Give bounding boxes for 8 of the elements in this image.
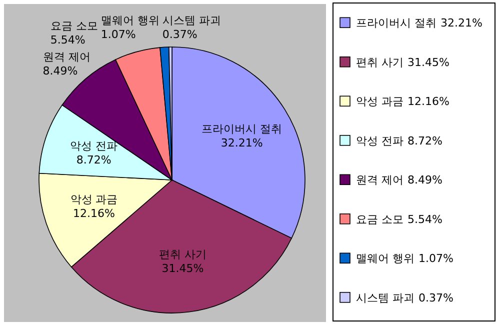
legend-label: 맬웨어 행위 — [356, 252, 414, 266]
legend-label: 편취 사기 — [356, 56, 404, 69]
legend-label: 프라이버시 절취 — [356, 16, 436, 30]
legend-label: 원격 제어 — [356, 174, 404, 187]
legend-label: 악성 전파 — [356, 134, 404, 148]
legend-label: 요금 소모 — [356, 212, 404, 226]
legend-label: 시스템 파괴 — [356, 291, 414, 304]
legend-label: 악성 과금 — [356, 95, 404, 108]
